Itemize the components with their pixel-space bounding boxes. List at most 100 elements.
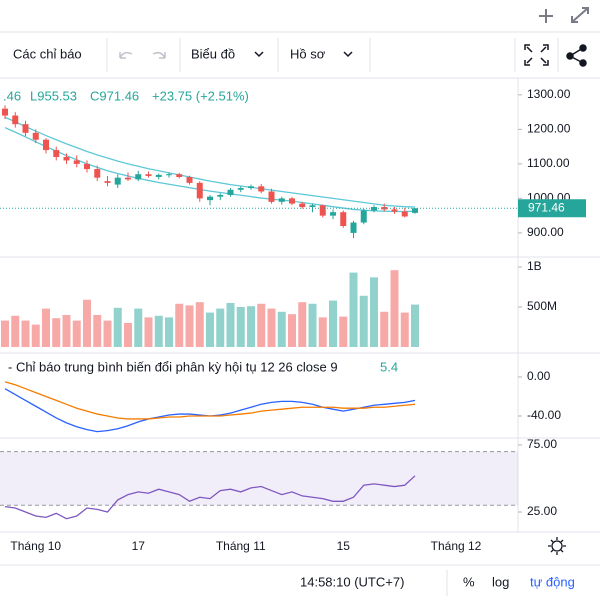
candle-body <box>73 160 80 164</box>
volume-bar <box>62 314 71 347</box>
x-tick-label: Tháng 11 <box>216 539 266 553</box>
ma-lower <box>4 127 416 213</box>
y-tick-label: 1B <box>527 259 542 273</box>
volume-bar <box>1 320 9 347</box>
candle-body <box>125 177 131 180</box>
candle-body <box>237 188 244 190</box>
candle-body <box>135 174 142 180</box>
settings-icon[interactable] <box>548 537 566 555</box>
fullscreen-icon[interactable] <box>524 44 549 66</box>
candle-body <box>217 194 224 197</box>
candle-body <box>330 212 336 216</box>
candle-body <box>278 198 285 202</box>
candle-body <box>145 174 152 176</box>
x-tick-label: Tháng 10 <box>10 539 61 553</box>
candle-body <box>401 211 408 217</box>
y-tick-label: -40.00 <box>527 408 561 422</box>
volume-bar <box>277 311 286 347</box>
y-tick-label: 1300.00 <box>527 87 571 101</box>
share-icon[interactable] <box>566 44 587 67</box>
volume-bar <box>195 302 204 347</box>
volume-bar <box>390 270 399 347</box>
volume-bar <box>124 322 132 347</box>
volume-bar <box>144 317 153 347</box>
chevron <box>343 51 353 58</box>
x-tick-label: Tháng 12 <box>431 539 482 553</box>
ma-upper <box>4 116 416 208</box>
candle-body <box>391 209 398 212</box>
volume-bar <box>21 320 30 347</box>
volume-bar <box>329 300 337 347</box>
ohlc-low: L955.53 <box>30 88 77 103</box>
volume-bar <box>72 320 81 347</box>
volume-bar <box>236 306 245 347</box>
y-tick-label: 1200.00 <box>527 122 571 136</box>
rsi-band <box>0 451 518 506</box>
volume-bar <box>216 308 225 347</box>
indicators-button[interactable]: Các chỉ báo <box>13 46 82 61</box>
candle-body <box>340 212 347 227</box>
candle-body <box>299 203 306 208</box>
volume-bar <box>226 302 235 347</box>
candle-body <box>207 196 213 201</box>
volume-bar <box>206 312 214 347</box>
candle-body <box>32 132 39 140</box>
candle-body <box>114 177 121 185</box>
candle-body <box>186 176 193 183</box>
volume-bar <box>370 277 378 347</box>
volume-bar <box>93 314 102 347</box>
x-tick-label: 17 <box>132 539 146 553</box>
candle-body <box>350 222 357 233</box>
volume-bar <box>175 303 184 347</box>
volume-bar <box>380 311 389 347</box>
volume-bar <box>154 315 163 347</box>
candle-body <box>94 169 101 178</box>
chart-type-button[interactable]: Biểu đồ <box>191 46 235 61</box>
candle-body <box>84 163 90 170</box>
undo-redo[interactable] <box>119 51 166 59</box>
volume-bar <box>52 318 61 347</box>
volume-bar <box>257 303 266 347</box>
ohlc-close: C971.46 <box>90 88 139 103</box>
candle-body <box>12 115 19 125</box>
volume-bar <box>308 303 317 347</box>
volume-bar <box>42 308 50 347</box>
last-price-tag <box>518 199 586 218</box>
last-price-label: 971.46 <box>528 200 565 214</box>
top-icons[interactable] <box>539 7 589 23</box>
volume-bar <box>288 314 296 347</box>
log-button[interactable]: log <box>492 574 509 589</box>
y-tick-label: 25.00 <box>527 504 557 518</box>
macd-label: - Chỉ báo trung bình biến đổi phân kỳ hộ… <box>8 359 338 374</box>
volume-bar <box>134 308 143 347</box>
candle-body <box>166 174 172 176</box>
candle-body <box>53 150 60 157</box>
profile-button[interactable]: Hồ sơ <box>290 46 326 61</box>
candle-body <box>319 205 326 216</box>
clock: 14:58:10 (UTC+7) <box>300 574 404 589</box>
candle-body <box>176 174 183 177</box>
candle-body <box>43 139 49 151</box>
auto-button[interactable]: tự động <box>530 574 575 589</box>
ohlc-high: .46 <box>3 88 21 103</box>
volume-bar <box>11 315 20 347</box>
volume-bar <box>267 308 276 347</box>
candle-body <box>104 181 111 183</box>
volume-bar <box>400 312 409 347</box>
macd-value: 5.4 <box>380 359 398 374</box>
volume-bar <box>31 324 40 347</box>
ohlc-change: +23.75 (+2.51%) <box>152 88 249 103</box>
candle-body <box>258 186 265 192</box>
candle-body <box>155 174 162 177</box>
candle-body <box>289 198 295 204</box>
percent-button[interactable]: % <box>463 574 475 589</box>
y-tick-label: 1100.00 <box>527 156 570 170</box>
candle-body <box>196 182 203 199</box>
volume-bar <box>411 304 419 347</box>
y-tick-label: 500M <box>527 299 557 313</box>
candle-body <box>248 186 254 189</box>
volume-bar <box>185 305 194 347</box>
volume-bar <box>165 317 173 347</box>
